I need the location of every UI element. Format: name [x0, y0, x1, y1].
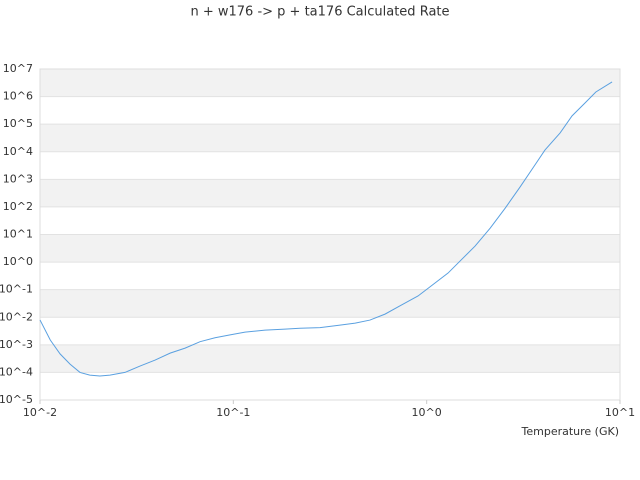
- grid-band: [40, 69, 620, 97]
- y-tick-label: 10^4: [3, 145, 33, 158]
- x-tick-label: 10^0: [412, 406, 442, 419]
- grid-band: [40, 179, 620, 207]
- y-tick-label: 10^-2: [0, 310, 33, 323]
- y-tick-label: 10^-3: [0, 338, 33, 351]
- y-tick-label: 10^7: [3, 62, 33, 75]
- y-tick-label: 10^-5: [0, 393, 33, 406]
- grid-band: [40, 234, 620, 263]
- grid: [40, 68, 620, 401]
- y-tick-label: 10^1: [3, 228, 33, 241]
- y-tick-label: 10^0: [3, 255, 33, 268]
- x-tick-label: 10^1: [605, 406, 635, 419]
- grid-band: [40, 344, 620, 373]
- y-tick-label: 10^6: [3, 90, 33, 103]
- y-tick-label: 10^2: [3, 200, 33, 213]
- chart-title: n + w176 -> p + ta176 Calculated Rate: [190, 5, 449, 20]
- grid-band: [40, 289, 620, 318]
- grid-band: [40, 124, 620, 152]
- y-tick-label: 10^-4: [0, 365, 33, 378]
- x-tick-label: 10^-2: [23, 406, 57, 419]
- y-tick-label: 10^5: [3, 117, 33, 130]
- y-tick-label: 10^-1: [0, 283, 33, 296]
- x-axis-label: Temperature (GK): [521, 425, 620, 438]
- data-line: [39, 81, 613, 377]
- y-tick-label: 10^3: [3, 172, 33, 185]
- x-tick-label: 10^-1: [216, 406, 250, 419]
- plot-frame: [39, 68, 621, 401]
